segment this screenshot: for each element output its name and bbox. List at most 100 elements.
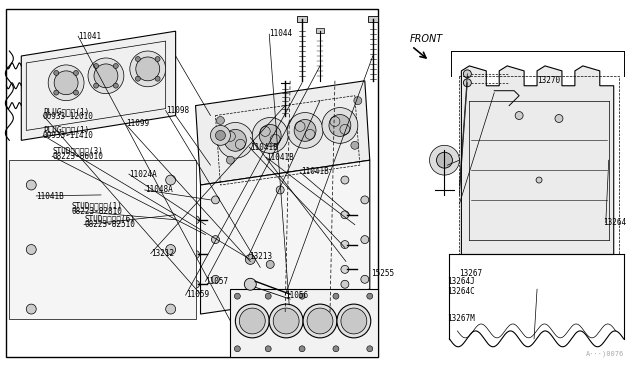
Polygon shape: [21, 31, 175, 140]
Circle shape: [337, 304, 371, 338]
Circle shape: [354, 97, 362, 105]
Circle shape: [239, 308, 265, 334]
Text: 11048A: 11048A: [145, 185, 173, 194]
Circle shape: [287, 113, 323, 148]
Circle shape: [367, 346, 372, 352]
Text: FRONT: FRONT: [410, 34, 443, 44]
Text: STUDスタッド(3): STUDスタッド(3): [52, 147, 103, 156]
Circle shape: [227, 156, 234, 164]
Circle shape: [299, 346, 305, 352]
Text: 08223-82810: 08223-82810: [72, 206, 122, 216]
Circle shape: [244, 278, 256, 290]
Bar: [230, 289, 378, 357]
Circle shape: [341, 308, 367, 334]
Circle shape: [234, 293, 241, 299]
Text: 13264J: 13264J: [447, 278, 475, 286]
Circle shape: [463, 79, 471, 87]
Text: 11098: 11098: [166, 106, 189, 115]
Polygon shape: [200, 160, 370, 314]
Circle shape: [225, 129, 246, 151]
Circle shape: [555, 115, 563, 122]
Circle shape: [113, 83, 118, 88]
Text: 11041: 11041: [78, 32, 101, 41]
Circle shape: [218, 122, 253, 158]
Circle shape: [361, 196, 369, 204]
Bar: [6, 9, 378, 357]
Circle shape: [361, 275, 369, 283]
Circle shape: [341, 280, 349, 288]
Circle shape: [269, 304, 303, 338]
Circle shape: [191, 250, 200, 259]
Bar: [368, 16, 378, 22]
Circle shape: [93, 64, 99, 68]
Circle shape: [211, 235, 220, 244]
Polygon shape: [10, 160, 196, 319]
Circle shape: [273, 308, 299, 334]
Circle shape: [294, 119, 316, 141]
Circle shape: [93, 83, 99, 88]
Circle shape: [113, 64, 118, 68]
Circle shape: [216, 131, 225, 140]
Circle shape: [265, 346, 271, 352]
Circle shape: [88, 58, 124, 94]
Text: 11041B: 11041B: [301, 167, 328, 176]
Circle shape: [155, 76, 160, 81]
Circle shape: [136, 57, 160, 81]
Circle shape: [266, 260, 274, 268]
Text: 08223-86010: 08223-86010: [52, 152, 103, 161]
Circle shape: [299, 293, 305, 299]
Circle shape: [351, 141, 359, 149]
Circle shape: [211, 196, 220, 204]
Circle shape: [265, 293, 271, 299]
Text: 08223-82510: 08223-82510: [84, 220, 135, 229]
Circle shape: [74, 90, 79, 95]
Circle shape: [26, 304, 36, 314]
Circle shape: [26, 244, 36, 254]
Text: 13270: 13270: [537, 76, 560, 85]
Circle shape: [303, 304, 337, 338]
Text: PLUGプラグ(1): PLUGプラグ(1): [43, 125, 89, 134]
Polygon shape: [196, 81, 370, 185]
Circle shape: [48, 65, 84, 101]
Circle shape: [234, 346, 241, 352]
Text: 13264C: 13264C: [447, 287, 475, 296]
Circle shape: [333, 293, 339, 299]
Text: 00933-11410: 00933-11410: [43, 131, 93, 140]
Circle shape: [276, 290, 284, 298]
Text: 00933-12010: 00933-12010: [43, 112, 93, 121]
Text: 11099: 11099: [125, 119, 148, 128]
Circle shape: [259, 125, 281, 146]
Circle shape: [191, 216, 200, 224]
Circle shape: [367, 293, 372, 299]
Circle shape: [341, 265, 349, 273]
Text: 13213: 13213: [248, 251, 272, 261]
Polygon shape: [461, 66, 614, 254]
Circle shape: [136, 57, 140, 61]
Circle shape: [166, 304, 175, 314]
Circle shape: [191, 280, 200, 288]
Circle shape: [166, 175, 175, 185]
Text: 11024A: 11024A: [129, 170, 157, 179]
Text: 11056: 11056: [285, 291, 308, 300]
Text: 11041B: 11041B: [36, 192, 64, 201]
Circle shape: [216, 116, 225, 125]
Text: A···)0076: A···)0076: [586, 350, 623, 357]
Circle shape: [155, 57, 160, 61]
Circle shape: [329, 115, 351, 137]
Circle shape: [136, 76, 140, 81]
Circle shape: [74, 70, 79, 76]
Circle shape: [333, 346, 339, 352]
Circle shape: [211, 275, 220, 283]
Circle shape: [429, 145, 460, 175]
Text: 15255: 15255: [371, 269, 394, 278]
Circle shape: [26, 180, 36, 190]
Text: 11041B: 11041B: [250, 143, 278, 152]
Circle shape: [515, 112, 523, 119]
Bar: [297, 16, 307, 22]
Circle shape: [307, 308, 333, 334]
Circle shape: [252, 118, 288, 153]
Circle shape: [276, 186, 284, 194]
Text: 11041B: 11041B: [266, 153, 294, 162]
Circle shape: [236, 304, 269, 338]
Circle shape: [54, 90, 59, 95]
